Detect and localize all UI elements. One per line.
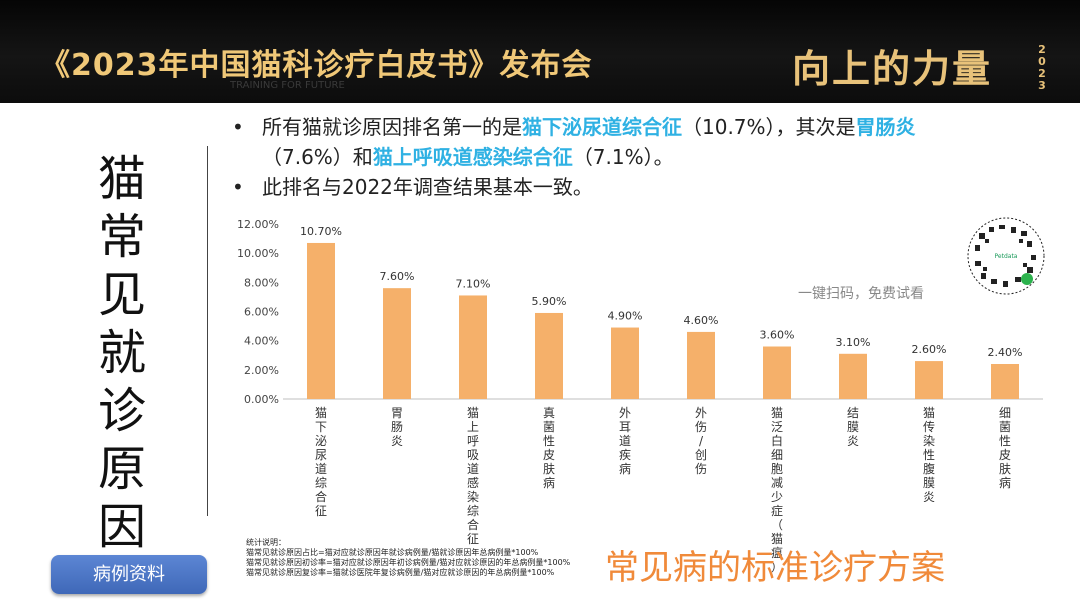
header-subtitle: TRAINING FOR FUTURE (230, 80, 345, 91)
header-slogan: 向上的力量 (792, 47, 993, 91)
statistics-notes: 统计说明： 猫常见就诊原因占比=猫对应就诊原因年就诊病例量/猫就诊原因年总病例量… (246, 538, 570, 578)
notes-line: 猫常见就诊原因初诊率=猫对应就诊原因年初诊病例量/猫对应就诊原因的年总病例量*1… (246, 558, 571, 567)
y-tick-label: 4.00% (244, 335, 279, 348)
data-label: 10.70% (300, 225, 342, 238)
x-tick-label: 真菌性皮肤病 (543, 406, 555, 490)
x-tick-label: 外伤/创伤 (695, 406, 707, 476)
x-tick-label: 外耳道疾病 (619, 406, 631, 476)
header-banner: 《2023年中国猫科诊疗白皮书》发布会 TRAINING FOR FUTURE … (0, 0, 1080, 103)
data-label: 3.60% (760, 329, 795, 342)
highlight-gastroenteritis: 胃肠炎 (855, 115, 916, 139)
qr-caption: 一键扫码，免费试看 (798, 286, 924, 302)
bottom-slogan: 常见病的标准诊疗方案 (605, 548, 945, 588)
bar (915, 361, 943, 399)
data-label: 4.90% (608, 310, 643, 323)
bar (307, 242, 335, 399)
highlight-flutd: 猫下泌尿道综合征 (522, 115, 682, 139)
x-tick-label: 猫上呼吸道感染综合征 (467, 406, 479, 546)
qr-code-icon[interactable]: Petdata (965, 215, 1047, 297)
bar-chart: 0.00% 2.00% 4.00% 6.00% 8.00% 10.00% 12.00% 10.… (237, 218, 1043, 574)
data-label: 5.90% (532, 295, 567, 308)
bullet-item: • 此排名与2022年调查结果基本一致。 (232, 172, 1032, 202)
y-tick-label: 6.00% (244, 306, 279, 319)
bullet-dot-icon: • (232, 175, 244, 199)
x-tick-label: 猫下泌尿道综合征 (315, 406, 327, 518)
notes-title: 统计说明： (246, 538, 286, 547)
divider-line (207, 146, 208, 516)
y-tick-label: 12.00% (237, 218, 279, 231)
y-tick-label: 2.00% (244, 364, 279, 377)
y-tick-label: 10.00% (237, 247, 279, 260)
x-tick-label: 结膜炎 (847, 406, 859, 448)
qr-brand: Petdata (995, 253, 1018, 260)
bullet-text: 所有猫就诊原因排名第一的是 (262, 115, 522, 139)
data-label: 2.60% (912, 343, 947, 356)
data-label: 2.40% (988, 346, 1023, 359)
bullet-text: （7.1%）。 (572, 145, 674, 169)
x-tick-label: 猫传染性腹膜炎 (923, 406, 935, 504)
bar (535, 312, 563, 399)
data-label: 7.10% (456, 277, 491, 290)
data-label: 3.10% (836, 336, 871, 349)
x-tick-label: 胃肠炎 (391, 406, 403, 448)
bullet-text: （10.7%），其次是 (682, 115, 856, 139)
side-title: 猫常见就诊原因 (97, 151, 146, 555)
bar (383, 288, 411, 399)
data-label: 7.60% (380, 270, 415, 283)
bar (687, 331, 715, 399)
bar (839, 353, 867, 399)
page-title: 《2023年中国猫科诊疗白皮书》发布会 (40, 48, 593, 83)
highlight-uri: 猫上呼吸道感染综合征 (372, 145, 573, 169)
bullet-list: • 所有猫就诊原因排名第一的是猫下泌尿道综合征（10.7%），其次是胃肠炎 （7.… (232, 112, 1032, 202)
notes-line: 猫常见就诊原因复诊率=猫就诊医院年复诊病例量/猫对应就诊原因的年总病例量*100… (246, 568, 555, 577)
y-tick-label: 0.00% (244, 393, 279, 406)
case-materials-button[interactable]: 病例资料 (51, 555, 207, 594)
y-tick-label: 8.00% (244, 276, 279, 289)
bullet-text: 此排名与2022年调查结果基本一致。 (262, 175, 593, 199)
bar (991, 364, 1019, 399)
bar (459, 295, 487, 399)
bullet-text: （7.6%）和 (262, 145, 373, 169)
data-label: 4.60% (684, 314, 719, 327)
x-tick-label: 细菌性皮肤病 (999, 406, 1011, 490)
bullet-item: • 所有猫就诊原因排名第一的是猫下泌尿道综合征（10.7%），其次是胃肠炎 （7.… (232, 112, 1032, 172)
notes-line: 猫常见就诊原因占比=猫对应就诊原因年就诊病例量/猫就诊原因年总病例量*100% (246, 548, 539, 557)
x-tick-label: 猫泛白细胞减少症（猫瘟） (771, 406, 783, 574)
bar (611, 327, 639, 399)
bar (763, 346, 791, 399)
bullet-dot-icon: • (232, 115, 244, 139)
